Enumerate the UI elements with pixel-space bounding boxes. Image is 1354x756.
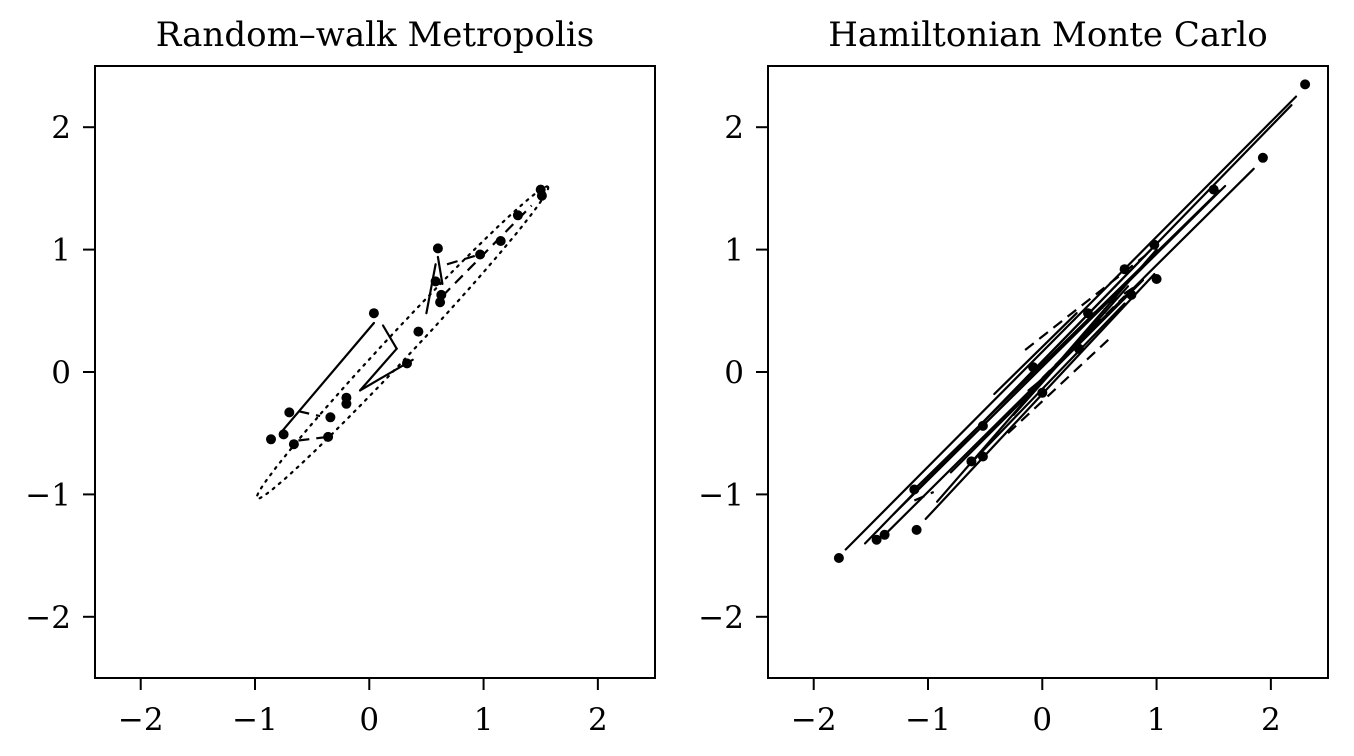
sample-point: [288, 439, 299, 450]
y-tick-label: −1: [25, 477, 71, 513]
panel-hamiltonian-monte-carlo: Hamiltonian Monte Carlo −2 −1 0 1 2 −2 −1 0 1 2: [698, 15, 1329, 738]
sample-point: [495, 236, 506, 246]
sample-point: [368, 308, 379, 319]
trajectory-segment: [915, 189, 1221, 489]
panel-random-walk-metropolis: Random–walk Metropolis −2 −1 0 1 2 −2 −1 0 1 2: [25, 15, 656, 738]
x-tick-label: −1: [905, 702, 951, 738]
y-tick-label: −2: [698, 600, 744, 636]
sample-point: [323, 431, 334, 442]
y-tick-label: −2: [25, 600, 71, 636]
y-tick-label: 0: [724, 355, 744, 391]
sample-point: [413, 326, 424, 337]
y-tick-label: 0: [51, 355, 71, 391]
sample-point: [1083, 308, 1093, 319]
x-tick-label: 1: [1147, 702, 1167, 738]
sample-point: [833, 553, 844, 563]
sample-point: [1149, 239, 1160, 250]
trajectory-segment: [977, 248, 1153, 429]
x-tick-label: 0: [359, 702, 379, 738]
x-tick-label: 2: [588, 702, 608, 738]
sample-point: [284, 407, 295, 418]
sample-point: [325, 412, 336, 423]
sample-point: [435, 297, 446, 308]
trajectory-segment: [967, 302, 1126, 467]
sample-point: [966, 456, 977, 467]
x-tick-label: −2: [118, 702, 164, 738]
x-tick-label: 0: [1032, 702, 1052, 738]
trajectory-segment: [1027, 373, 1050, 392]
trajectory-segment: [281, 321, 375, 432]
x-tick-label: 1: [474, 702, 494, 738]
trajectory-segment: [359, 347, 398, 392]
trajectory-segment: [913, 490, 935, 502]
trajectory-segment: [441, 204, 533, 297]
trajectory-segment: [1007, 334, 1114, 435]
sample-point: [266, 434, 276, 445]
sample-point: [911, 524, 922, 535]
sample-point: [512, 210, 523, 221]
sample-point: [1037, 387, 1048, 398]
trajectory-segment: [436, 255, 444, 285]
sample-point: [475, 249, 486, 260]
sample-point: [432, 243, 443, 254]
sample-point: [402, 358, 412, 369]
sample-point: [1257, 152, 1268, 163]
sample-point: [1028, 362, 1039, 373]
sample-point: [1073, 343, 1084, 354]
target-density-ellipse: [255, 185, 550, 500]
x-tick-label: 2: [1261, 702, 1281, 738]
sample-point: [1126, 289, 1137, 300]
chart-title: Hamiltonian Monte Carlo: [828, 15, 1267, 55]
sample-point: [977, 420, 988, 431]
trajectory-segment: [1041, 295, 1126, 379]
trajectory-segment: [1093, 282, 1140, 315]
y-tick-label: 2: [724, 110, 744, 146]
sample-point: [430, 276, 441, 287]
y-tick-label: 1: [724, 233, 744, 269]
trajectory-segment: [446, 252, 484, 266]
sample-point: [341, 398, 352, 409]
sample-point: [879, 529, 890, 540]
trajectory-segment: [844, 95, 1298, 551]
x-tick-label: −2: [791, 702, 837, 738]
sample-point: [278, 429, 289, 440]
sample-point: [1300, 79, 1311, 90]
y-tick-label: 1: [51, 233, 71, 269]
trajectory-segment: [298, 410, 321, 418]
sample-point: [536, 190, 547, 201]
y-tick-label: 2: [51, 110, 71, 146]
trajectory-segment: [993, 312, 1078, 396]
sample-point: [871, 534, 882, 545]
sample-point: [909, 484, 920, 495]
sample-point: [1208, 184, 1219, 195]
x-tick-label: −1: [232, 702, 278, 738]
chart-title: Random–walk Metropolis: [156, 15, 594, 55]
sample-point: [1119, 264, 1130, 275]
sample-point: [977, 451, 988, 462]
trajectory-segment: [381, 324, 398, 350]
trajectory-segment: [425, 263, 437, 315]
sample-point: [1151, 274, 1162, 284]
y-tick-label: −1: [698, 477, 744, 513]
